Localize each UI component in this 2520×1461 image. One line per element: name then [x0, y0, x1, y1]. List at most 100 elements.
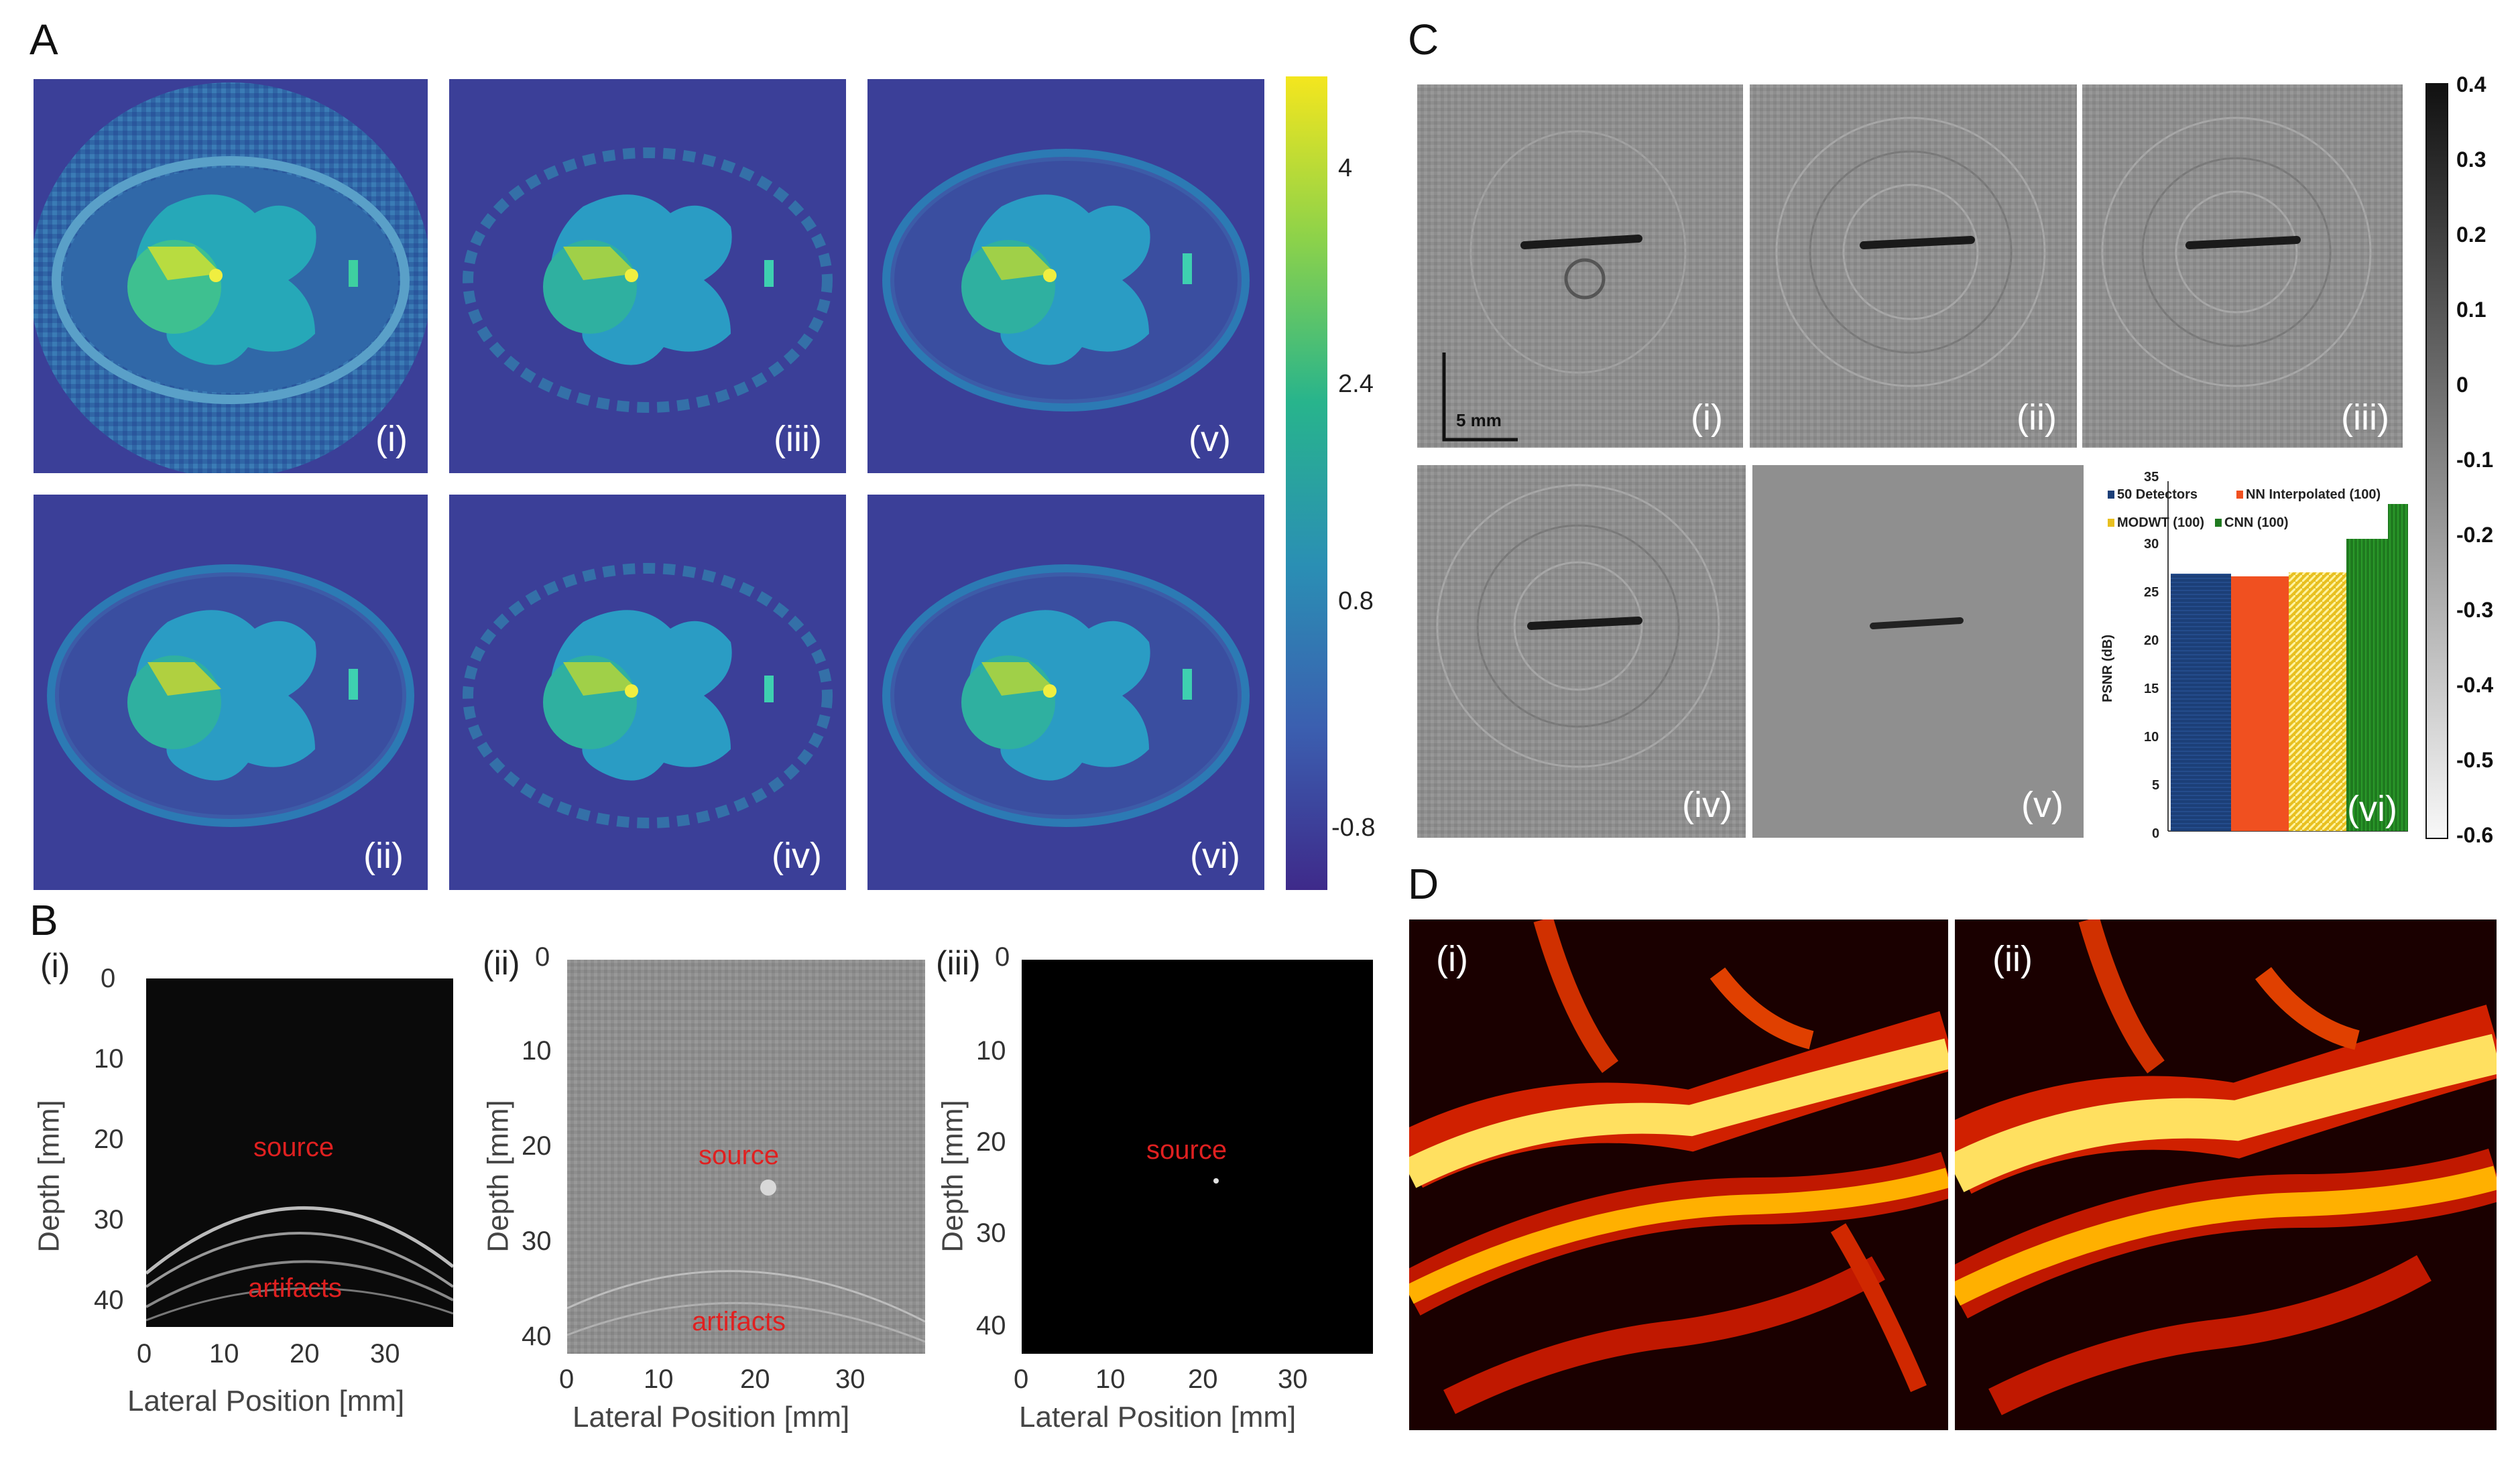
colorbar-tick: -0.6	[2456, 823, 2494, 847]
x-tick: 20	[290, 1339, 320, 1369]
tile-label: (v)	[2021, 785, 2063, 825]
svg-text:5: 5	[2152, 778, 2159, 793]
panel-letter-d: D	[1408, 860, 1439, 908]
colorbar-tick: -0.4	[2456, 673, 2494, 697]
svg-text:0: 0	[2152, 826, 2159, 841]
tile-label: (iv)	[1682, 785, 1732, 825]
artifacts-note: artifacts	[692, 1307, 786, 1336]
colorbar-tick: 0.1	[2456, 298, 2486, 322]
panel-b-plot-i: source artifacts	[145, 978, 455, 1327]
colorbar-tick: 0.4	[2456, 72, 2486, 97]
psnr-ylabel: PSNR (dB)	[2100, 635, 2115, 702]
panel-c-tile-iv: (iv)	[1417, 465, 1746, 838]
tile-label: (iii)	[2341, 397, 2389, 438]
tile-label: (v)	[1189, 419, 1231, 459]
tile-label: (i)	[1436, 939, 1468, 979]
colorbar-tick: 0	[2456, 373, 2468, 397]
svg-text:25: 25	[2144, 585, 2159, 600]
x-tick: 30	[1278, 1364, 1308, 1394]
legend-modwt: MODWT (100)	[2117, 515, 2204, 530]
svg-text:30: 30	[2144, 537, 2159, 552]
colorbar-tick: 0.8	[1338, 587, 1374, 615]
y-tick: 0	[995, 942, 1010, 972]
x-tick: 0	[137, 1339, 152, 1369]
y-tick: 30	[522, 1226, 552, 1256]
y-tick: 30	[94, 1205, 124, 1234]
tile-label: (ii)	[363, 836, 404, 876]
artifacts-note: artifacts	[248, 1273, 343, 1303]
x-axis-title: Lateral Position [mm]	[573, 1401, 850, 1434]
source-note: source	[253, 1133, 335, 1162]
tile-label: (vi)	[1190, 836, 1240, 876]
panel-c-tile-iii: (iii)	[2082, 84, 2403, 448]
panel-b-plot-ii: source artifacts	[566, 960, 926, 1354]
x-tick: 0	[1014, 1364, 1029, 1394]
y-tick: 40	[94, 1285, 124, 1315]
colorbar-tick: -0.5	[2456, 748, 2494, 772]
svg-text:35: 35	[2144, 470, 2159, 485]
panel-a-tile-i: (i)	[34, 79, 428, 473]
panel-c-tile-v: (v)	[1752, 465, 2084, 838]
tile-label: (i)	[1691, 397, 1723, 438]
panel-a-colorbar	[1286, 76, 1327, 890]
y-tick: 40	[522, 1322, 552, 1351]
x-axis-title: Lateral Position [mm]	[127, 1385, 405, 1417]
tile-label: (iii)	[774, 419, 822, 459]
panel-letter-c: C	[1408, 15, 1439, 64]
x-axis-title: Lateral Position [mm]	[1019, 1401, 1297, 1434]
x-tick: 30	[835, 1364, 865, 1394]
panel-c-colorbar	[2425, 83, 2448, 839]
x-tick: 30	[370, 1339, 400, 1369]
tile-label: (ii)	[1992, 939, 2033, 979]
y-tick: 10	[522, 1036, 552, 1066]
svg-text:20: 20	[2144, 633, 2159, 648]
sub-label: (iii)	[936, 944, 981, 982]
tile-label: (i)	[375, 419, 408, 459]
y-tick: 20	[94, 1125, 124, 1154]
svg-text:10: 10	[2144, 730, 2159, 745]
colorbar-tick: 4	[1338, 154, 1353, 182]
y-tick: 0	[535, 942, 550, 972]
panel-b-plot-iii: source	[1022, 960, 1373, 1354]
source-note: source	[1146, 1135, 1227, 1165]
panel-c-tile-vi-chart: 50 Detectors NN Interpolated (100) MODWT…	[2088, 461, 2409, 843]
source-note: source	[699, 1141, 780, 1170]
colorbar-tick: -0.3	[2456, 598, 2494, 622]
bar-50-detectors	[2171, 574, 2231, 831]
panel-d-tile-i: (i)	[1409, 919, 1948, 1430]
bar-modwt	[2289, 572, 2346, 831]
bar-nn-interpolated	[2231, 576, 2289, 831]
panel-c-tile-ii: (ii)	[1750, 84, 2077, 448]
tile-label: (iv)	[772, 836, 822, 876]
legend-cnn: CNN (100)	[2224, 515, 2289, 530]
panel-a-tile-iii: (iii)	[449, 79, 846, 473]
sub-label: (ii)	[483, 944, 520, 982]
tile-label: (ii)	[2017, 397, 2057, 438]
x-tick: 20	[740, 1364, 770, 1394]
colorbar-tick: 0.2	[2456, 223, 2486, 247]
x-tick: 0	[559, 1364, 575, 1394]
colorbar-tick: 0.3	[2456, 147, 2486, 172]
y-tick: 10	[976, 1036, 1006, 1066]
panel-letter-b: B	[29, 896, 58, 944]
bar-cnn	[2346, 539, 2388, 831]
legend-nn-interpolated: NN Interpolated (100)	[2246, 487, 2381, 502]
y-tick: 10	[94, 1044, 124, 1074]
colorbar-tick: -0.8	[1331, 814, 1376, 842]
y-tick: 0	[101, 964, 116, 993]
panel-a-tile-v: (v)	[867, 79, 1264, 473]
scale-bar-label: 5 mm	[1456, 410, 1502, 430]
x-tick: 20	[1188, 1364, 1218, 1394]
y-tick: 40	[976, 1311, 1006, 1340]
panel-d-tile-ii: (ii)	[1955, 919, 2497, 1430]
colorbar-tick: -0.2	[2456, 523, 2494, 547]
svg-text:15: 15	[2144, 682, 2159, 696]
legend-50-detectors: 50 Detectors	[2117, 487, 2198, 502]
panel-a-tile-vi: (vi)	[867, 495, 1264, 890]
tile-label: (vi)	[2347, 789, 2397, 829]
colorbar-tick: 2.4	[1338, 370, 1374, 398]
x-tick: 10	[644, 1364, 674, 1394]
y-tick: 20	[976, 1127, 1006, 1157]
y-axis-title: Depth [mm]	[936, 1100, 969, 1253]
panel-a-tile-ii: (ii)	[34, 495, 428, 890]
